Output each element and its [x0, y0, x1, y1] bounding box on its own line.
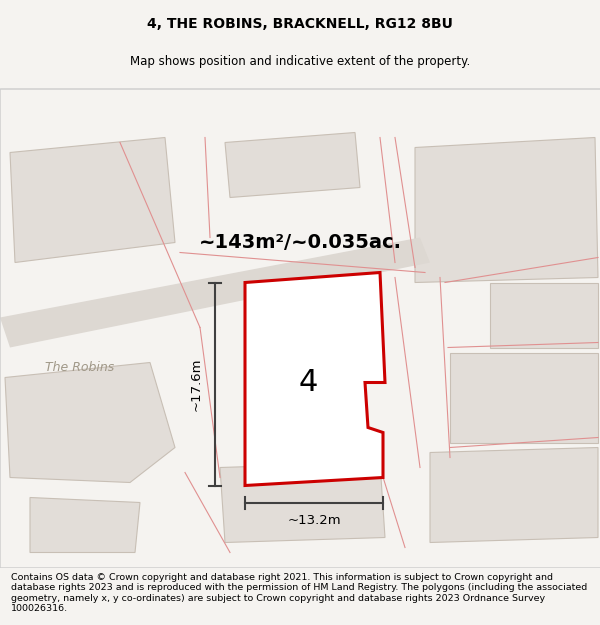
Polygon shape — [430, 448, 598, 542]
Polygon shape — [30, 498, 140, 552]
Polygon shape — [490, 282, 598, 348]
Polygon shape — [415, 138, 598, 282]
Text: The Robins: The Robins — [46, 361, 115, 374]
Text: ~13.2m: ~13.2m — [287, 514, 341, 528]
Text: Map shows position and indicative extent of the property.: Map shows position and indicative extent… — [130, 55, 470, 68]
Polygon shape — [450, 352, 598, 442]
Polygon shape — [0, 238, 430, 348]
Text: 4, THE ROBINS, BRACKNELL, RG12 8BU: 4, THE ROBINS, BRACKNELL, RG12 8BU — [147, 17, 453, 31]
Polygon shape — [5, 362, 175, 483]
Text: ~17.6m: ~17.6m — [190, 357, 203, 411]
Text: ~143m²/~0.035ac.: ~143m²/~0.035ac. — [199, 233, 401, 252]
Polygon shape — [225, 132, 360, 198]
Text: The Robins: The Robins — [270, 291, 340, 314]
Polygon shape — [245, 272, 385, 486]
Polygon shape — [220, 462, 385, 542]
Text: 4: 4 — [298, 368, 317, 397]
Polygon shape — [10, 138, 175, 262]
Text: Contains OS data © Crown copyright and database right 2021. This information is : Contains OS data © Crown copyright and d… — [11, 572, 587, 613]
